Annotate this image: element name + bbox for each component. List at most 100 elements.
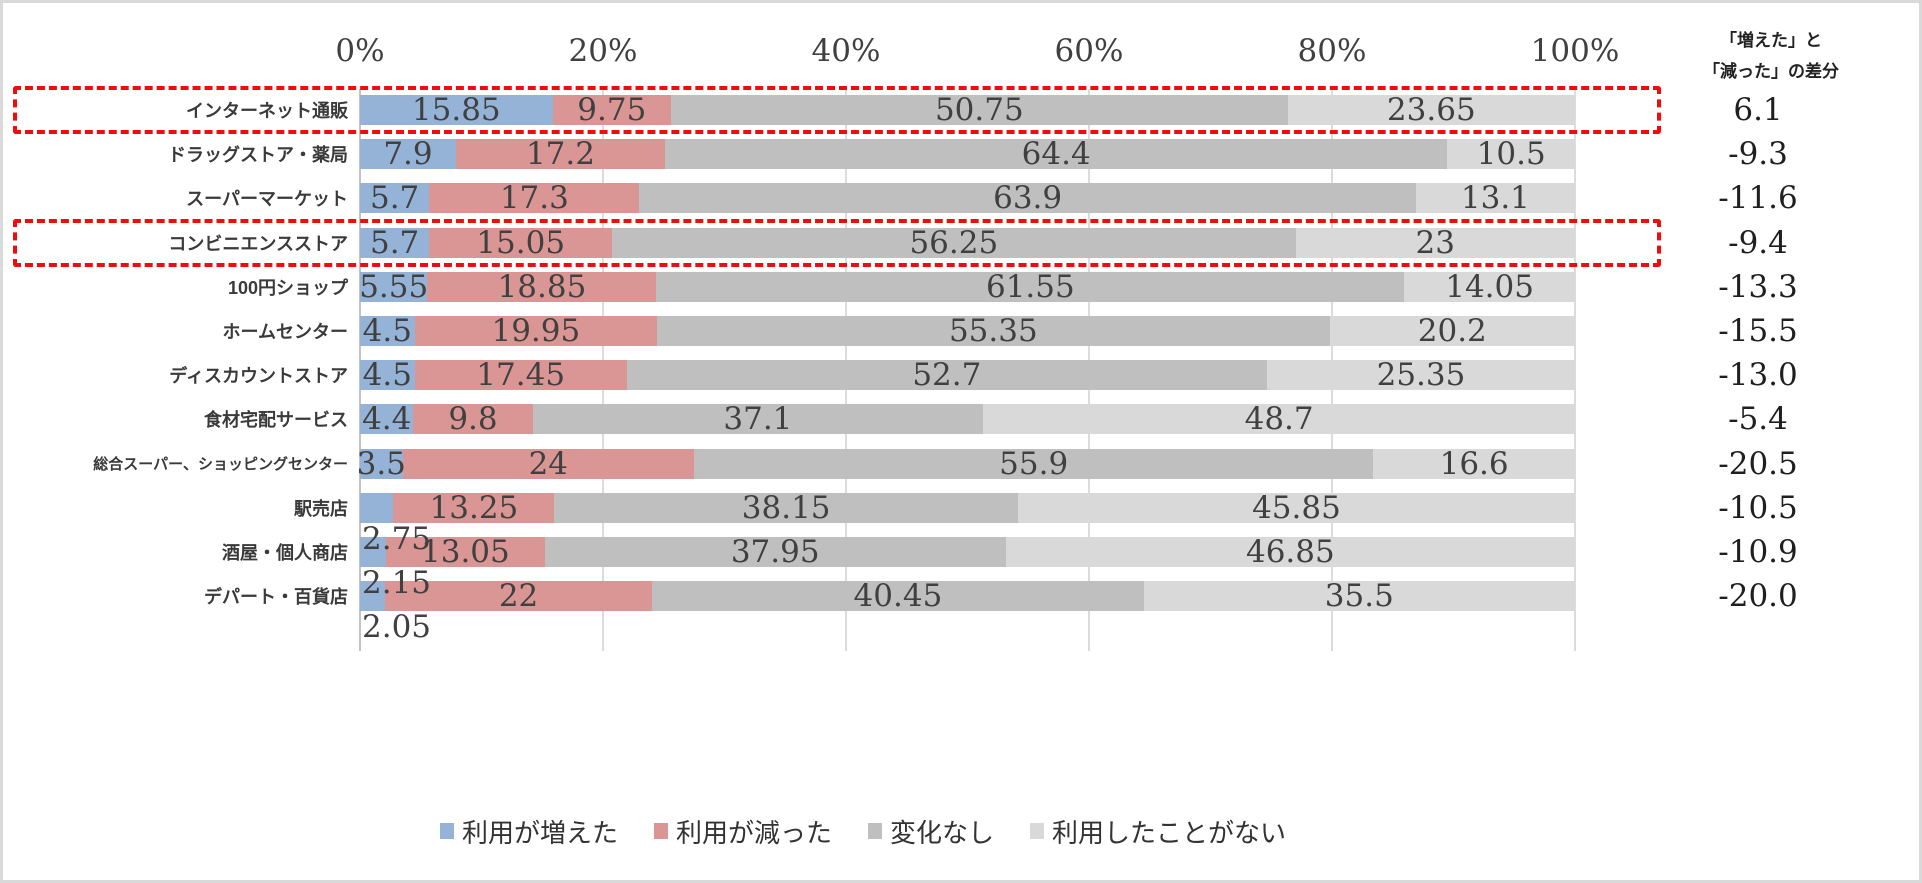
segment-no-change: 55.9 xyxy=(694,445,1374,482)
segment-never-used: 20.2 xyxy=(1329,316,1575,347)
bar-row: 13.05 37.95 46.85 xyxy=(360,534,1575,570)
segment-value-label: 5.7 xyxy=(369,180,420,217)
segment-increased: 3.5 xyxy=(357,448,406,479)
segment-value-label: 46.85 xyxy=(1245,534,1335,570)
legend: 利用が増えた 利用が減った 変化なし 利用したことがない xyxy=(440,809,1286,853)
diff-value: -10.5 xyxy=(1718,489,1798,526)
segment-value-label-below: 2.05 xyxy=(362,609,432,646)
x-axis-tick-label: 80% xyxy=(1297,33,1367,69)
segment-value-label: 50.75 xyxy=(934,92,1024,128)
bar-row: 5.7 15.05 56.25 23 xyxy=(360,227,1575,258)
diff-value: 6.1 xyxy=(1733,92,1783,128)
segment-never-used: 46.85 xyxy=(1005,534,1575,570)
legend-item-never-used: 利用したことがない xyxy=(1030,813,1286,850)
segment-never-used: 25.35 xyxy=(1266,360,1575,391)
legend-item-no-change: 変化なし xyxy=(868,813,994,850)
segment-no-change: 37.95 xyxy=(544,537,1006,568)
segment-no-change: 56.25 xyxy=(612,227,1296,258)
segment-value-label: 18.85 xyxy=(497,268,587,305)
category-label: インターネット通販 xyxy=(186,101,348,121)
segment-value-label: 17.2 xyxy=(525,136,595,173)
bar-row: 5.7 17.3 63.9 13.1 xyxy=(360,180,1575,217)
diff-value: -9.4 xyxy=(1728,224,1788,261)
segment-value-label: 55.9 xyxy=(999,445,1069,482)
segment-value-label: 64.4 xyxy=(1021,136,1091,173)
segment-value-label: 9.8 xyxy=(448,401,498,438)
segment-value-label: 17.45 xyxy=(476,357,566,394)
segment-value-label: 10.5 xyxy=(1476,136,1546,173)
segment-value-label: 24 xyxy=(528,445,569,482)
segment-no-change: 61.55 xyxy=(656,268,1405,305)
segment-decreased: 17.2 xyxy=(455,136,665,173)
x-axis-tick-label: 40% xyxy=(811,33,881,69)
bar-row: 5.55 18.85 61.55 14.05 xyxy=(359,268,1575,305)
x-axis-tick-label: 100% xyxy=(1530,33,1620,69)
category-label: 総合スーパー、ショッピングセンター xyxy=(93,456,348,474)
category-label: デパート・百貨店 xyxy=(204,587,348,608)
segment-increased: 15.85 xyxy=(360,95,553,126)
category-label: コンビニエンスストア xyxy=(168,233,348,254)
category-label: ディスカウントストア xyxy=(169,366,348,387)
category-label: ドラッグストア・薬局 xyxy=(168,145,348,166)
legend-swatch-decreased xyxy=(654,823,669,839)
legend-label-never-used: 利用したことがない xyxy=(1052,817,1287,848)
segment-value-label: 19.95 xyxy=(491,313,581,349)
segment-decreased: 24 xyxy=(402,445,695,482)
diff-value: -20.5 xyxy=(1718,445,1798,482)
category-label: スーパーマーケット xyxy=(186,189,348,210)
segment-decreased: 18.85 xyxy=(427,268,657,305)
gridline xyxy=(1574,89,1576,651)
segment-never-used: 48.7 xyxy=(983,404,1575,435)
segment-increased xyxy=(360,537,387,567)
legend-swatch-increased xyxy=(440,823,454,839)
segment-never-used: 23 xyxy=(1295,227,1575,258)
bar-row: 7.9 17.2 64.4 10.5 xyxy=(360,136,1575,173)
segment-value-label-below: 2.15 xyxy=(362,565,432,601)
segment-decreased: 13.05 xyxy=(386,537,545,568)
plot-area: 15.85 9.75 50.75 23.65 7.9 17.2 64.4 10.5 5.7 17.… xyxy=(357,89,1576,651)
x-axis-tick-label: 60% xyxy=(1054,33,1124,69)
category-label: 100円ショップ xyxy=(227,277,348,298)
segment-value-label: 4.4 xyxy=(362,401,412,438)
legend-label-no-change: 変化なし xyxy=(890,817,995,848)
category-label: 酒屋・個人商店 xyxy=(222,543,348,563)
segment-value-label: 52.7 xyxy=(912,357,982,394)
segment-value-label: 35.5 xyxy=(1324,578,1394,615)
segment-value-label: 7.9 xyxy=(383,136,433,173)
segment-value-label: 13.1 xyxy=(1460,180,1530,217)
diff-value: -10.9 xyxy=(1718,534,1798,570)
segment-value-label: 4.5 xyxy=(362,357,412,394)
segment-no-change: 64.4 xyxy=(664,136,1448,173)
x-axis-tick-label: 20% xyxy=(568,33,638,69)
segment-value-label: 22 xyxy=(498,578,539,615)
bar-row: 4.5 17.45 52.7 25.35 xyxy=(360,357,1575,394)
segment-increased: 7.9 xyxy=(360,136,456,173)
segment-value-label: 4.5 xyxy=(362,313,412,349)
segment-value-label: 16.6 xyxy=(1439,445,1509,482)
category-label: ホームセンター xyxy=(222,322,348,342)
legend-swatch-no-change xyxy=(868,823,883,839)
legend-label-decreased: 利用が減った xyxy=(676,817,833,848)
segment-no-change: 37.1 xyxy=(532,404,984,435)
segment-never-used: 35.5 xyxy=(1143,578,1575,615)
segment-decreased: 19.95 xyxy=(414,313,658,349)
legend-label-increased: 利用が増えた xyxy=(462,817,619,848)
x-axis-tick-label: 0% xyxy=(335,33,385,69)
segment-never-used: 16.6 xyxy=(1373,445,1575,482)
segment-increased: 4.4 xyxy=(360,401,414,438)
segment-value-label: 61.55 xyxy=(985,268,1075,305)
segment-decreased: 9.75 xyxy=(552,95,672,126)
bar-row: 4.5 19.95 55.35 20.2 xyxy=(360,313,1575,349)
segment-no-change: 55.35 xyxy=(657,316,1330,347)
segment-value-label: 38.15 xyxy=(741,489,831,526)
segment-value-label: 13.25 xyxy=(429,489,519,526)
highlight-box-row-4 xyxy=(13,218,1661,267)
diff-header-line-2: 「減った」の差分 xyxy=(1703,62,1839,81)
segment-decreased: 9.8 xyxy=(413,401,533,438)
segment-decreased: 13.25 xyxy=(393,489,555,526)
segment-no-change: 38.15 xyxy=(554,489,1018,526)
diff-value: -11.6 xyxy=(1718,180,1798,217)
diff-column-header: 「増えた」と 「減った」の差分 xyxy=(1651,25,1891,87)
segment-decreased: 17.45 xyxy=(414,357,627,394)
